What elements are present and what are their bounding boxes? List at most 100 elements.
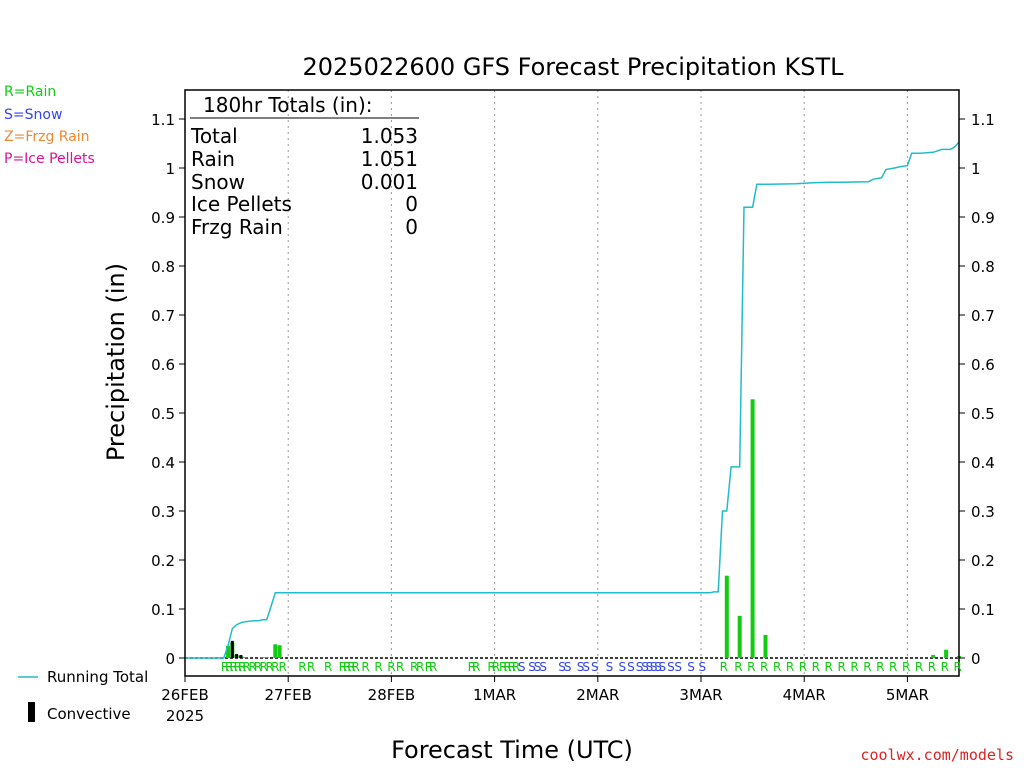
precip-type-7: R <box>254 660 262 674</box>
type-legend: R=Rain S=Snow Z=Frzg Rain P=Ice Pellets <box>4 84 95 167</box>
precip-type-73: R <box>928 660 936 674</box>
precip-bar-12 <box>763 634 768 658</box>
precip-type-8: R <box>260 660 268 674</box>
precip-type-56: S <box>698 660 706 674</box>
y-tick-label-left-4: 0.4 <box>151 454 175 472</box>
precip-type-42: S <box>582 660 590 674</box>
precip-type-33: R <box>508 660 516 674</box>
precip-type-5: R <box>242 660 250 674</box>
precip-type-15: R <box>339 660 347 674</box>
y-tick-label-right-6: 0.6 <box>971 356 995 374</box>
x-tick-label-3: 1MAR <box>473 686 516 704</box>
series-legend: Running Total Convective <box>18 668 148 723</box>
precip-bar-10 <box>737 615 742 658</box>
running-total-line <box>185 141 960 659</box>
precip-type-23: R <box>410 660 418 674</box>
precip-type-4: R <box>238 660 246 674</box>
precip-type-1: R <box>225 660 233 674</box>
precip-bar-8 <box>277 645 282 658</box>
summary-label-total: Total <box>190 124 238 148</box>
precip-type-18: R <box>352 660 360 674</box>
precip-type-11: R <box>278 660 286 674</box>
convective-bar-2 <box>239 655 243 658</box>
precip-type-49: S <box>646 660 654 674</box>
precip-type-54: S <box>674 660 682 674</box>
y-tick-label-left-8: 0.8 <box>151 258 175 276</box>
y-tick-label-right-3: 0.3 <box>971 503 995 521</box>
y-tick-label-left-3: 0.3 <box>151 503 175 521</box>
y-tick-label-right-1: 0.1 <box>971 601 995 619</box>
y-tick-label-right-8: 0.8 <box>971 258 995 276</box>
precip-type-40: S <box>564 660 572 674</box>
convective-bar-1 <box>235 654 239 658</box>
y-tick-label-left-7: 0.7 <box>151 307 175 325</box>
precip-type-29: R <box>487 660 495 674</box>
x-tick-label-6: 4MAR <box>783 686 826 704</box>
precip-type-61: R <box>773 660 781 674</box>
precip-type-22: R <box>396 660 404 674</box>
x-tick-label-5: 3MAR <box>679 686 722 704</box>
precip-bar-13 <box>931 655 936 658</box>
summary-value-snow: 0.001 <box>361 170 418 194</box>
type-legend-ice: P=Ice Pellets <box>4 151 95 167</box>
precip-type-41: S <box>577 660 585 674</box>
precip-type-58: R <box>734 660 742 674</box>
summary-value-rain: 1.051 <box>361 147 418 171</box>
precip-type-37: S <box>534 660 542 674</box>
convective-legend-label: Convective <box>47 705 131 723</box>
y-tick-label-right-2: 0.2 <box>971 552 995 570</box>
summary-value-frzg: 0 <box>405 215 418 239</box>
precip-type-6: R <box>248 660 256 674</box>
summary-value-ice: 0 <box>405 192 418 216</box>
precip-bar-6 <box>264 657 269 658</box>
precip-type-60: R <box>760 660 768 674</box>
precip-type-69: R <box>876 660 884 674</box>
summary-label-frzg: Frzg Rain <box>191 215 283 239</box>
precip-type-66: R <box>837 660 845 674</box>
precip-type-50: S <box>650 660 658 674</box>
x-tick-label-0: 26FEB <box>161 686 208 704</box>
precip-type-45: S <box>618 660 626 674</box>
precip-type-32: R <box>503 660 511 674</box>
precip-type-19: R <box>361 660 369 674</box>
summary-value-total: 1.053 <box>361 124 418 148</box>
precip-type-48: S <box>641 660 649 674</box>
x-tick-sublabel-0: 2025 <box>166 707 204 725</box>
type-legend-frzg: Z=Frzg Rain <box>4 129 90 145</box>
precip-type-74: R <box>941 660 949 674</box>
precip-bar-0 <box>226 645 230 658</box>
precip-type-52: S <box>658 660 666 674</box>
precip-type-10: R <box>271 660 279 674</box>
y-axis-ticks: 0 00.1 0.10.2 0.20.3 0.30.4 0.40.5 0.50.6 0.60.… <box>151 111 995 668</box>
precip-type-57: R <box>720 660 728 674</box>
precip-bar-7 <box>273 644 278 658</box>
precip-type-67: R <box>850 660 858 674</box>
y-tick-label-right-4: 0.4 <box>971 454 995 472</box>
convective-legend-swatch <box>28 702 35 722</box>
precip-type-25: R <box>425 660 433 674</box>
precip-type-36: S <box>528 660 536 674</box>
precip-type-62: R <box>786 660 794 674</box>
precip-type-65: R <box>825 660 833 674</box>
y-tick-label-right-0: 0 <box>971 650 981 668</box>
precip-type-2: R <box>229 660 237 674</box>
precip-bars <box>226 399 961 658</box>
y-tick-label-left-9: 0.9 <box>151 209 175 227</box>
chart-title: 2025022600 GFS Forecast Precipitation KS… <box>303 53 845 81</box>
y-axis-label: Precipitation (in) <box>102 263 130 461</box>
summary-header: 180hr Totals (in): <box>203 93 373 117</box>
precip-bar-14 <box>944 649 949 658</box>
convective-bars <box>230 640 243 658</box>
convective-bar-0 <box>230 640 234 658</box>
precip-type-72: R <box>915 660 923 674</box>
y-tick-label-right-9: 0.9 <box>971 209 995 227</box>
x-tick-label-7: 5MAR <box>886 686 929 704</box>
precip-type-75: R <box>954 660 962 674</box>
y-tick-label-right-10: 1 <box>971 160 981 178</box>
precip-type-20: R <box>374 660 382 674</box>
y-tick-label-right-11: 1.1 <box>971 111 995 129</box>
precip-type-59: R <box>747 660 755 674</box>
precip-type-14: R <box>324 660 332 674</box>
